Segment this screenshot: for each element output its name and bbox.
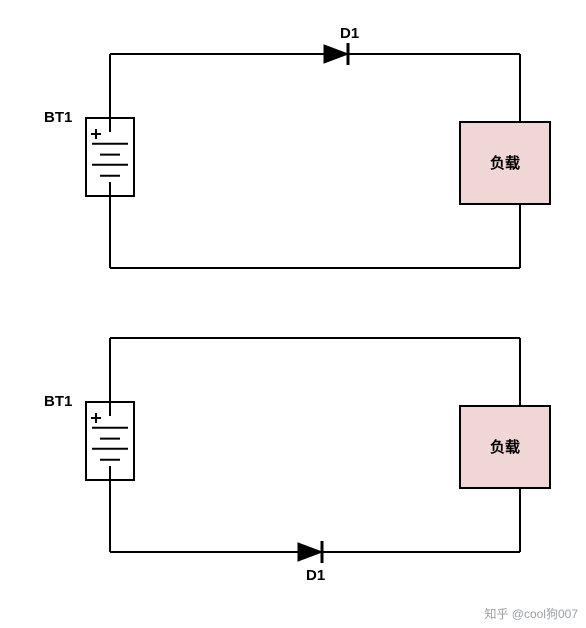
battery-label: BT1 [44, 393, 72, 410]
load-label: 负载 [490, 154, 520, 172]
diode-triangle-icon [324, 45, 348, 63]
circuit-bottom: 负载 BT1 D1 [44, 338, 550, 584]
load-label: 负载 [490, 438, 520, 456]
battery-label: BT1 [44, 109, 72, 126]
circuit-top: 负载 BT1 D1 [44, 25, 550, 268]
diode-triangle-icon [298, 543, 322, 561]
diode-label: D1 [306, 567, 325, 584]
diode-label: D1 [340, 25, 359, 42]
